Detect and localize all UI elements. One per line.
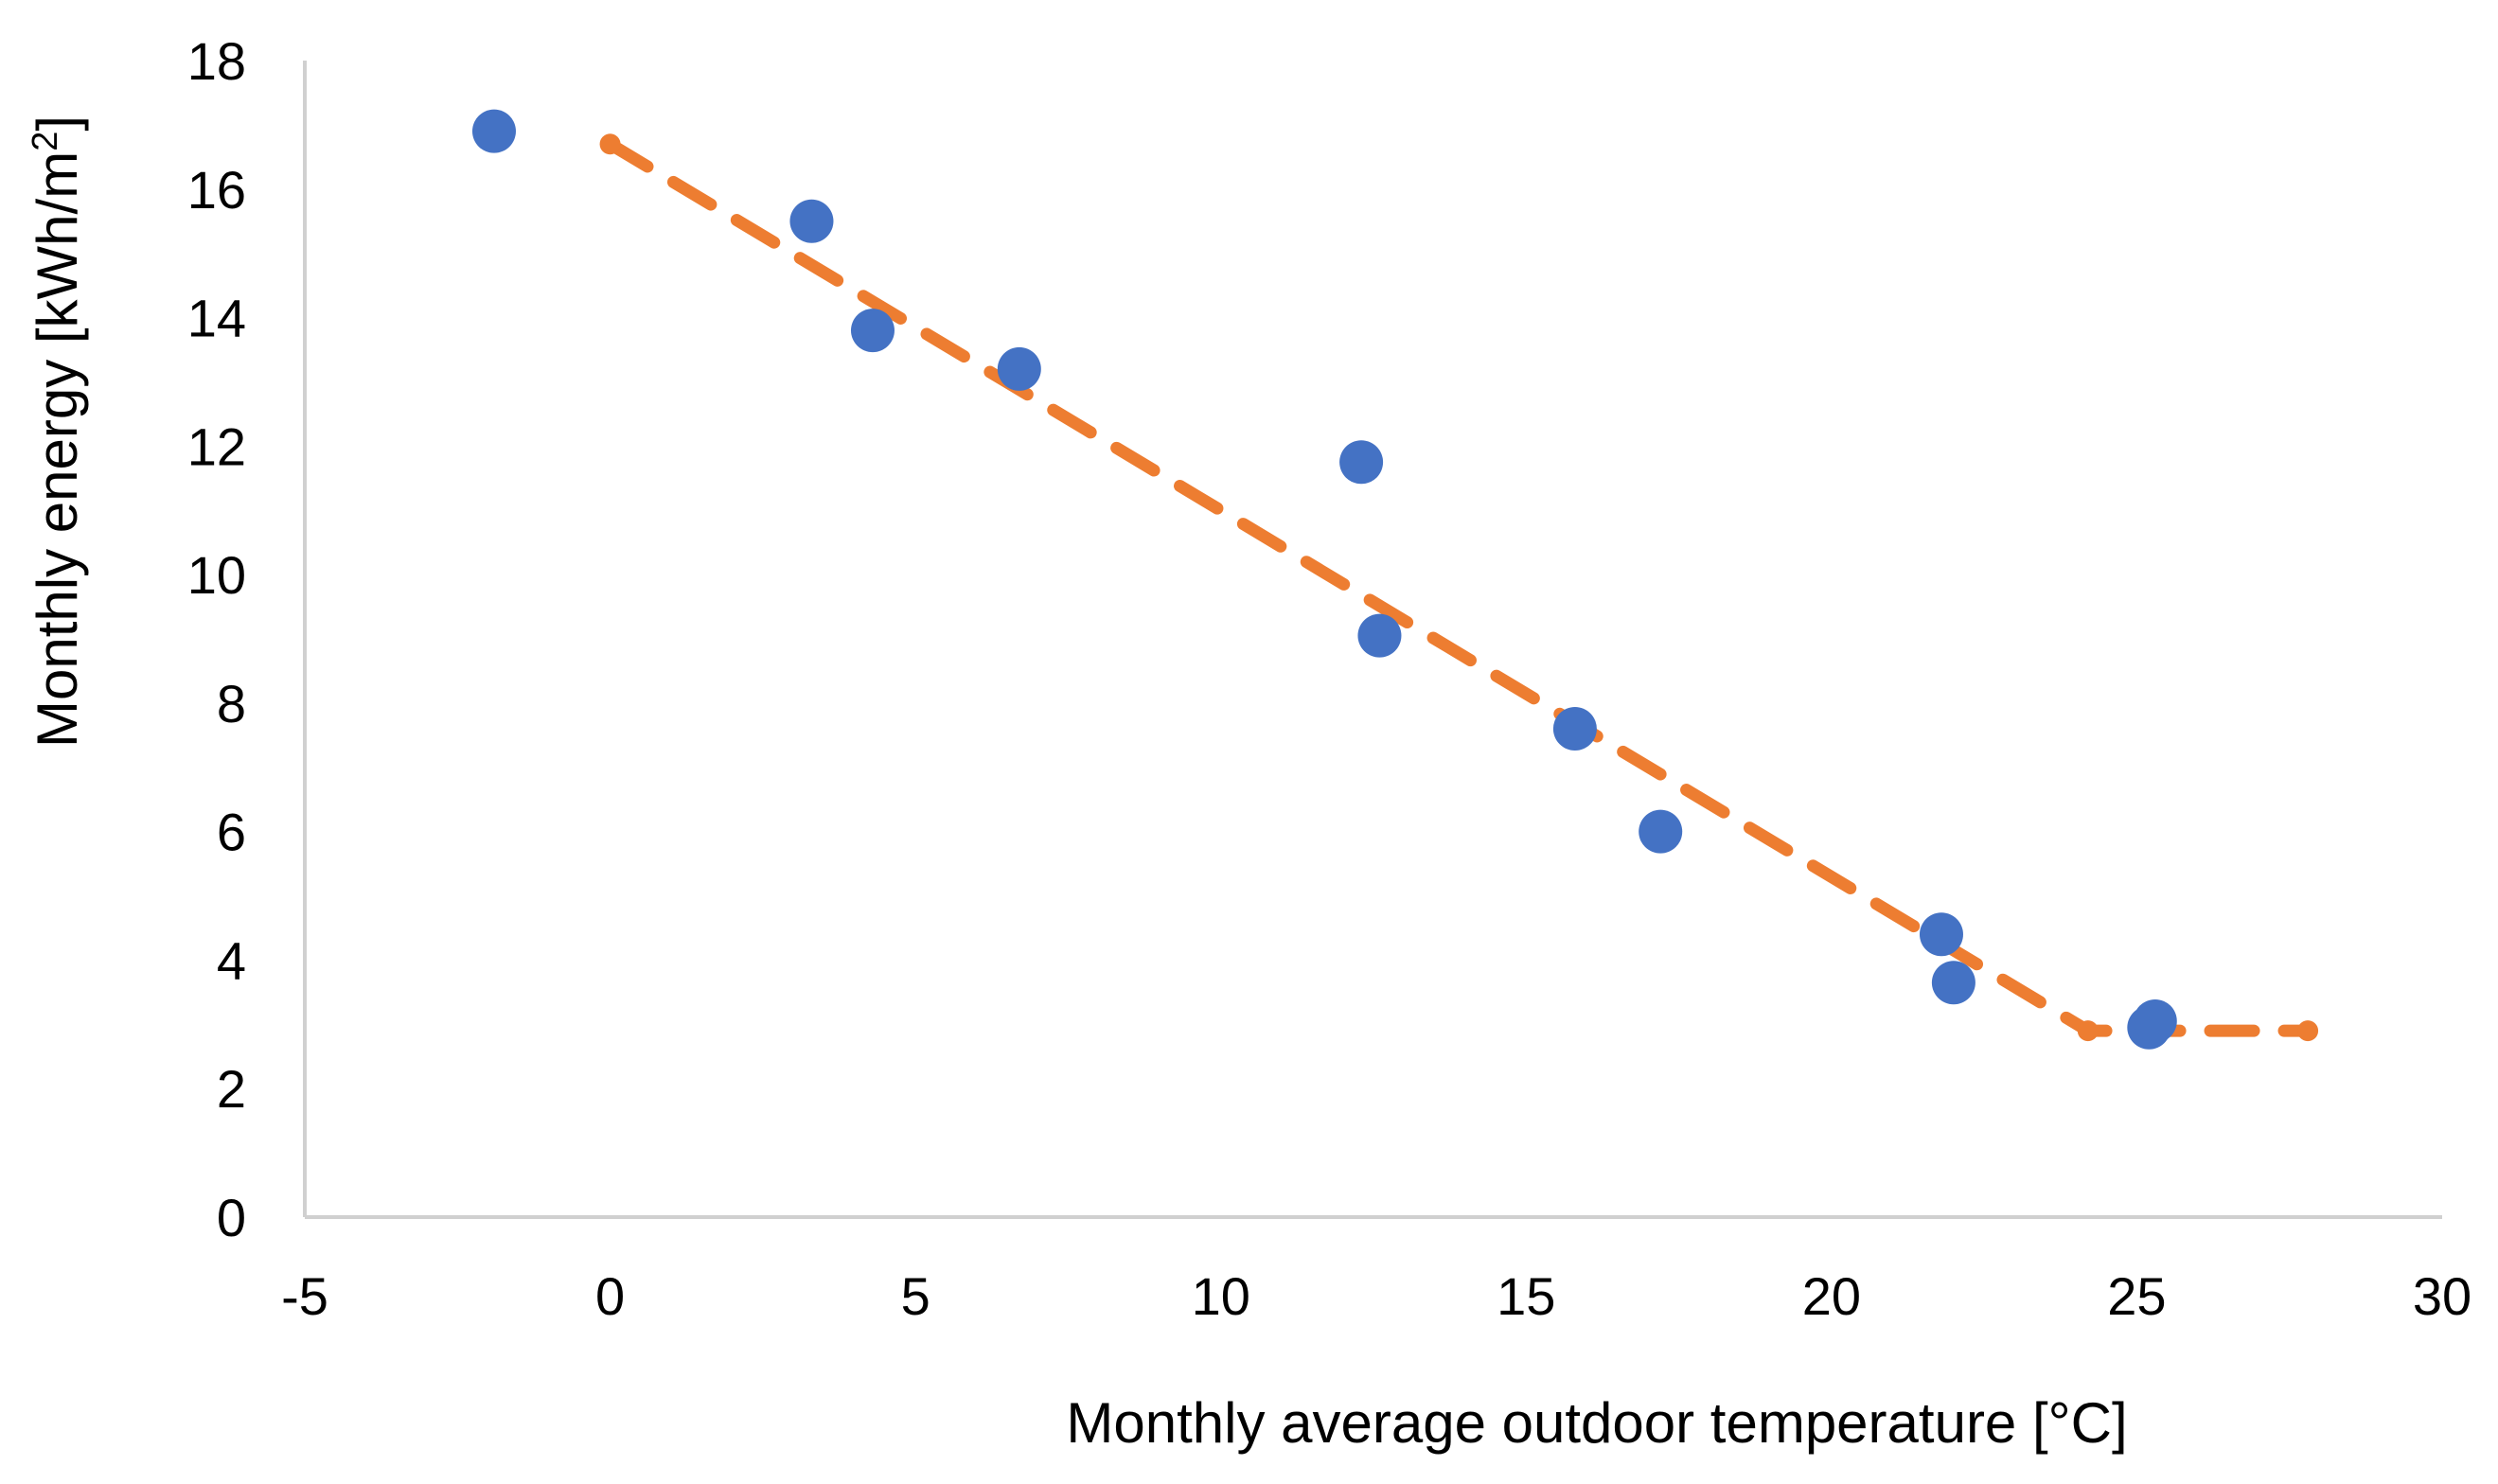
y-axis-title-superscript: 2 — [26, 132, 65, 151]
x-tick-label: 0 — [595, 1266, 625, 1326]
data-point — [1931, 961, 1975, 1005]
y-tick-label: 4 — [217, 930, 246, 990]
x-axis-title: Monthly average outdoor temperature [°C] — [1066, 1391, 2127, 1455]
y-tick-label: 12 — [187, 416, 246, 476]
y-tick-label: 10 — [187, 545, 246, 605]
data-point — [1639, 809, 1683, 854]
x-tick-label: 15 — [1497, 1266, 1555, 1326]
x-tick-label: 10 — [1192, 1266, 1250, 1326]
y-tick-label: 2 — [217, 1059, 246, 1119]
x-tick-label: -5 — [281, 1266, 328, 1326]
y-axis-title: Monthly energy [kWh/m2] — [26, 115, 89, 748]
x-tick-label: 5 — [901, 1266, 930, 1326]
data-point — [789, 199, 834, 243]
tick-labels: -5 0 5 10 15 20 25 30 0 2 4 6 8 10 12 14 16 18 — [187, 31, 2471, 1326]
y-axis-title-end: ] — [26, 115, 89, 132]
regression-line — [604, 137, 2314, 1037]
data-point — [850, 309, 895, 353]
x-tick-label: 20 — [1802, 1266, 1861, 1326]
regression-point — [599, 133, 621, 155]
axes — [303, 61, 2442, 1219]
data-point — [2133, 998, 2177, 1043]
y-tick-label: 18 — [187, 31, 246, 91]
y-tick-label: 0 — [217, 1188, 246, 1247]
regression-point — [2077, 1020, 2099, 1042]
data-point — [471, 109, 516, 153]
data-point — [997, 346, 1041, 391]
series — [471, 109, 2319, 1050]
x-tick-label: 30 — [2413, 1266, 2471, 1326]
y-tick-label: 14 — [187, 289, 246, 348]
data-point — [1339, 440, 1384, 485]
y-tick-label: 16 — [187, 160, 246, 220]
regression-point — [2297, 1020, 2319, 1042]
data-point — [1919, 912, 1963, 957]
x-tick-label: 25 — [2107, 1266, 2166, 1326]
data-point — [1357, 613, 1402, 658]
y-axis-title-main: Monthly energy [kWh/m — [26, 151, 89, 748]
data-point — [1552, 707, 1597, 751]
y-tick-label: 6 — [217, 803, 246, 862]
y-tick-label: 8 — [217, 674, 246, 733]
